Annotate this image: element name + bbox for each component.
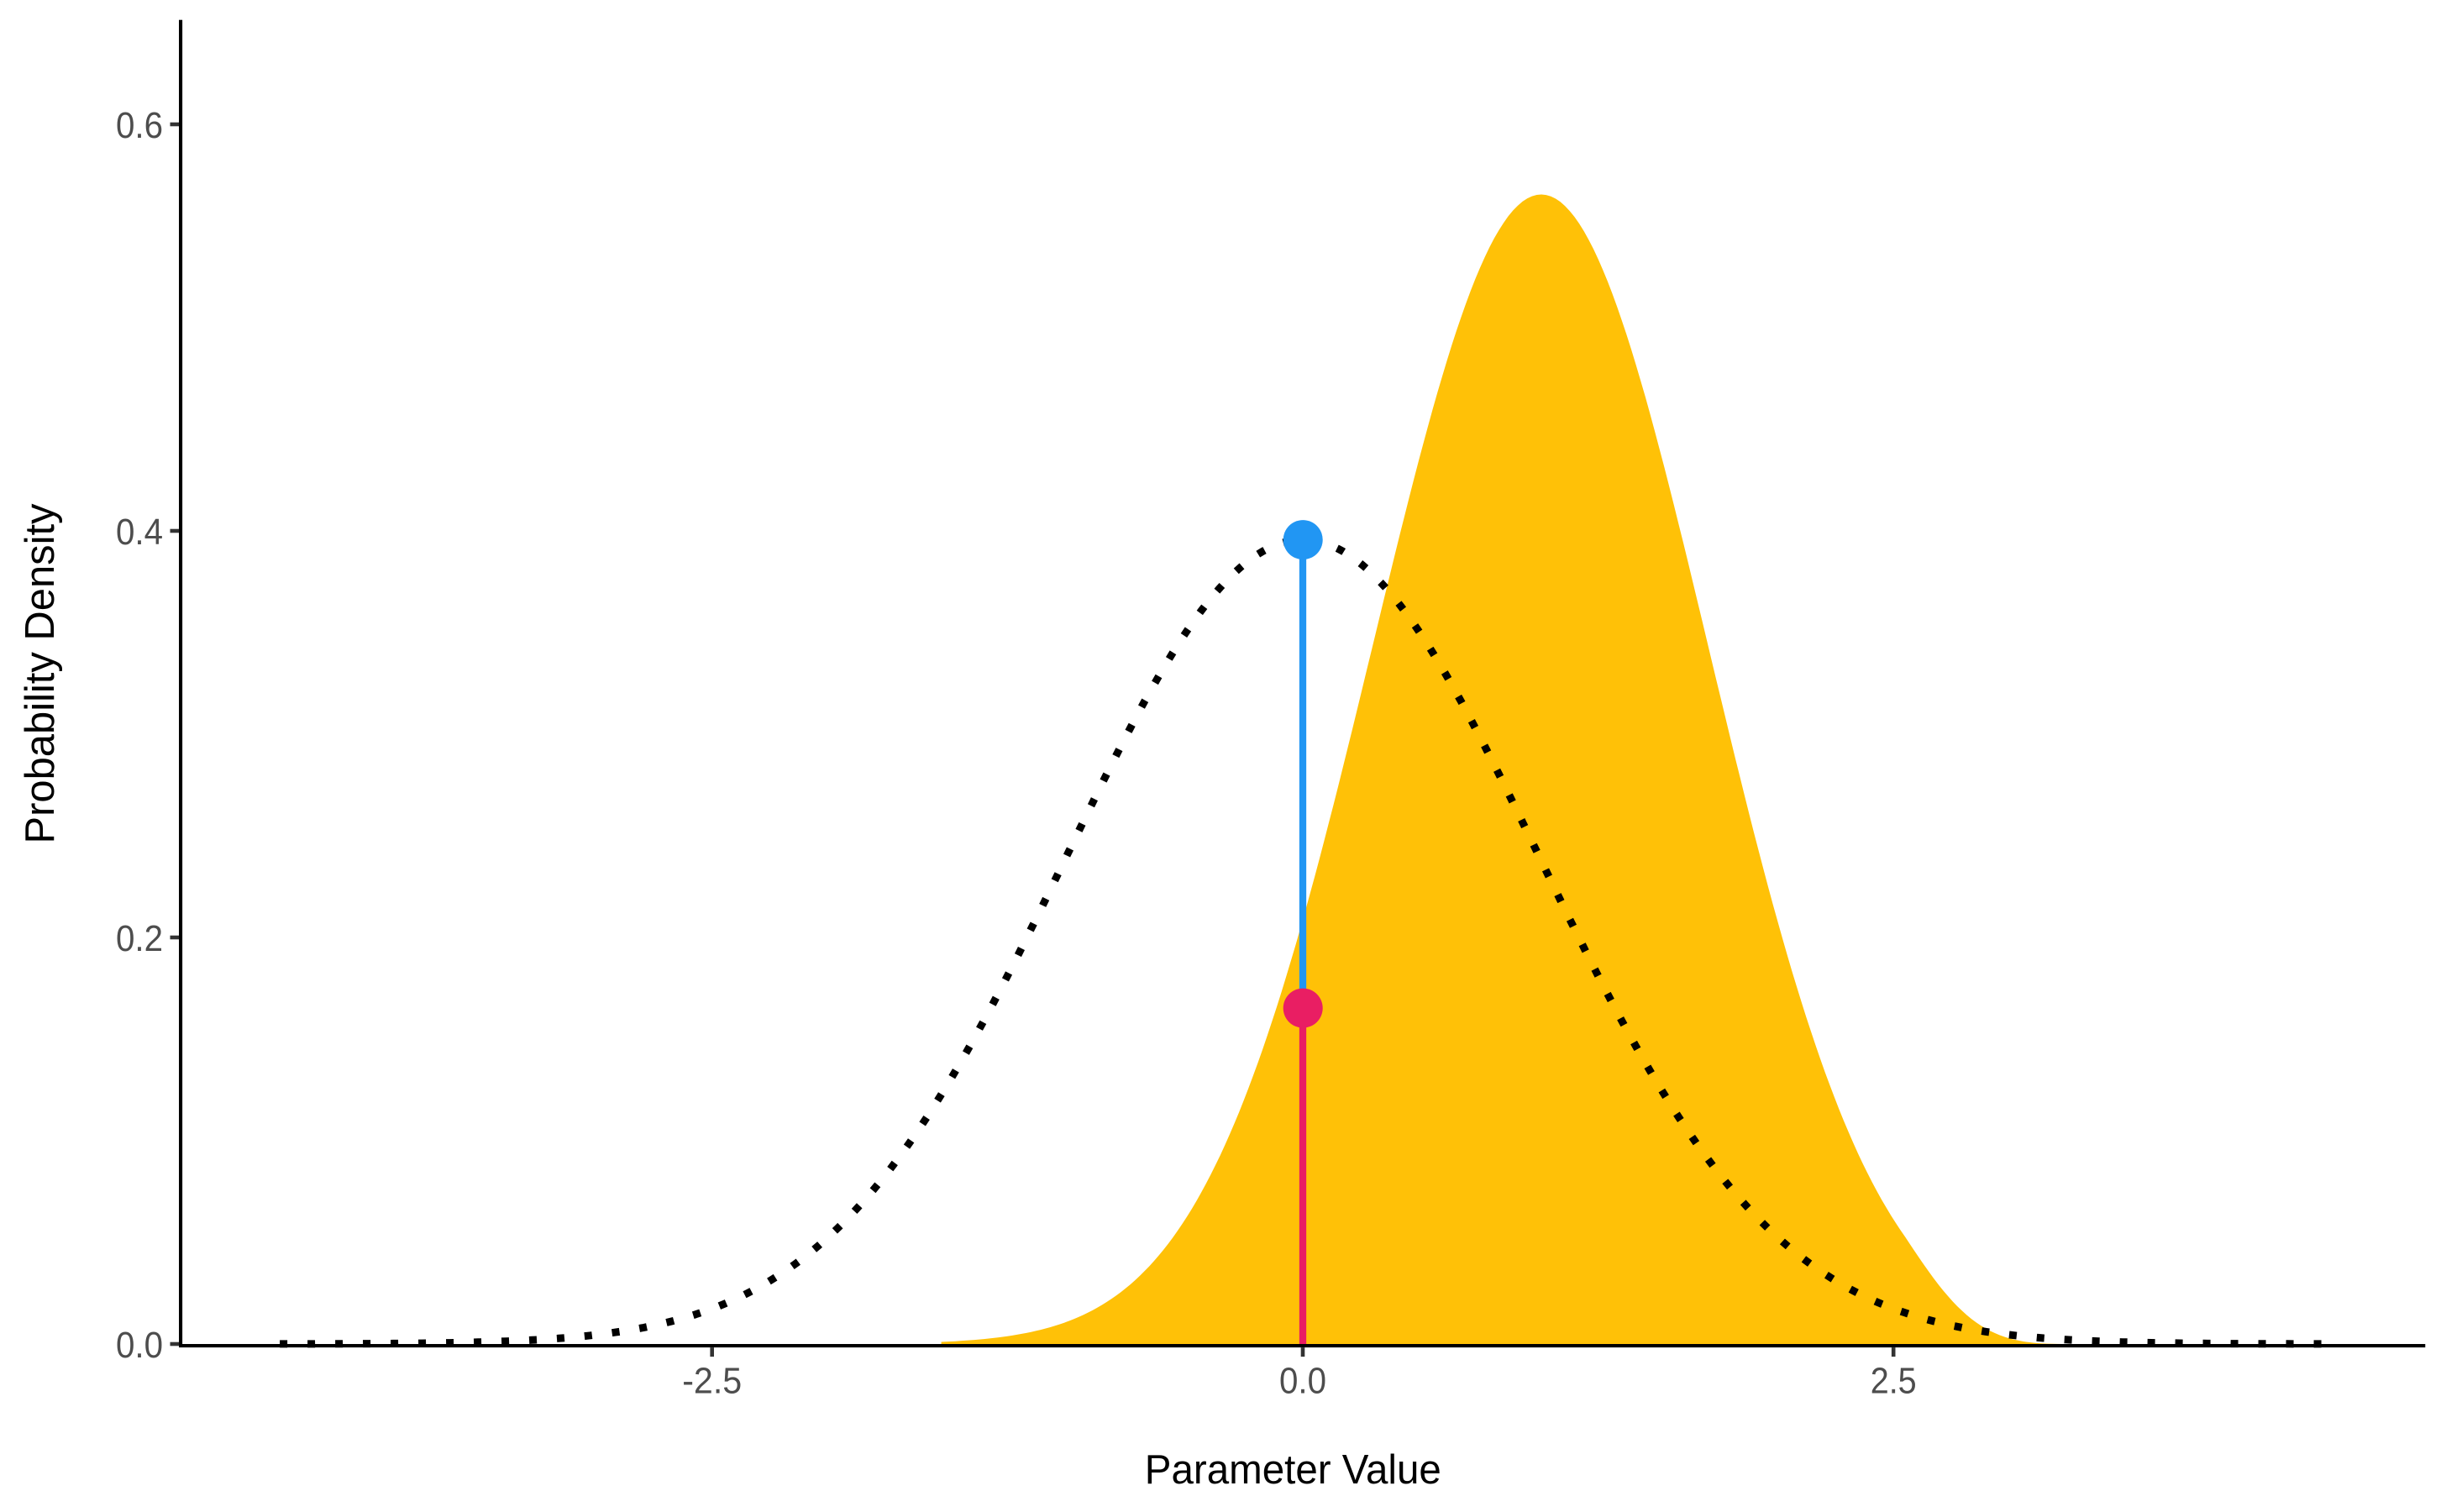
svg-text:0.0: 0.0 bbox=[116, 1325, 163, 1366]
svg-text:0.2: 0.2 bbox=[116, 918, 163, 959]
svg-text:0.6: 0.6 bbox=[116, 105, 163, 146]
svg-text:2.5: 2.5 bbox=[1871, 1361, 1917, 1402]
svg-text:-2.5: -2.5 bbox=[682, 1361, 742, 1402]
svg-text:Probability Density: Probability Density bbox=[18, 503, 63, 843]
svg-text:0.4: 0.4 bbox=[116, 512, 163, 553]
svg-text:0.0: 0.0 bbox=[1279, 1361, 1326, 1402]
svg-text:Parameter Value: Parameter Value bbox=[1145, 1447, 1441, 1493]
